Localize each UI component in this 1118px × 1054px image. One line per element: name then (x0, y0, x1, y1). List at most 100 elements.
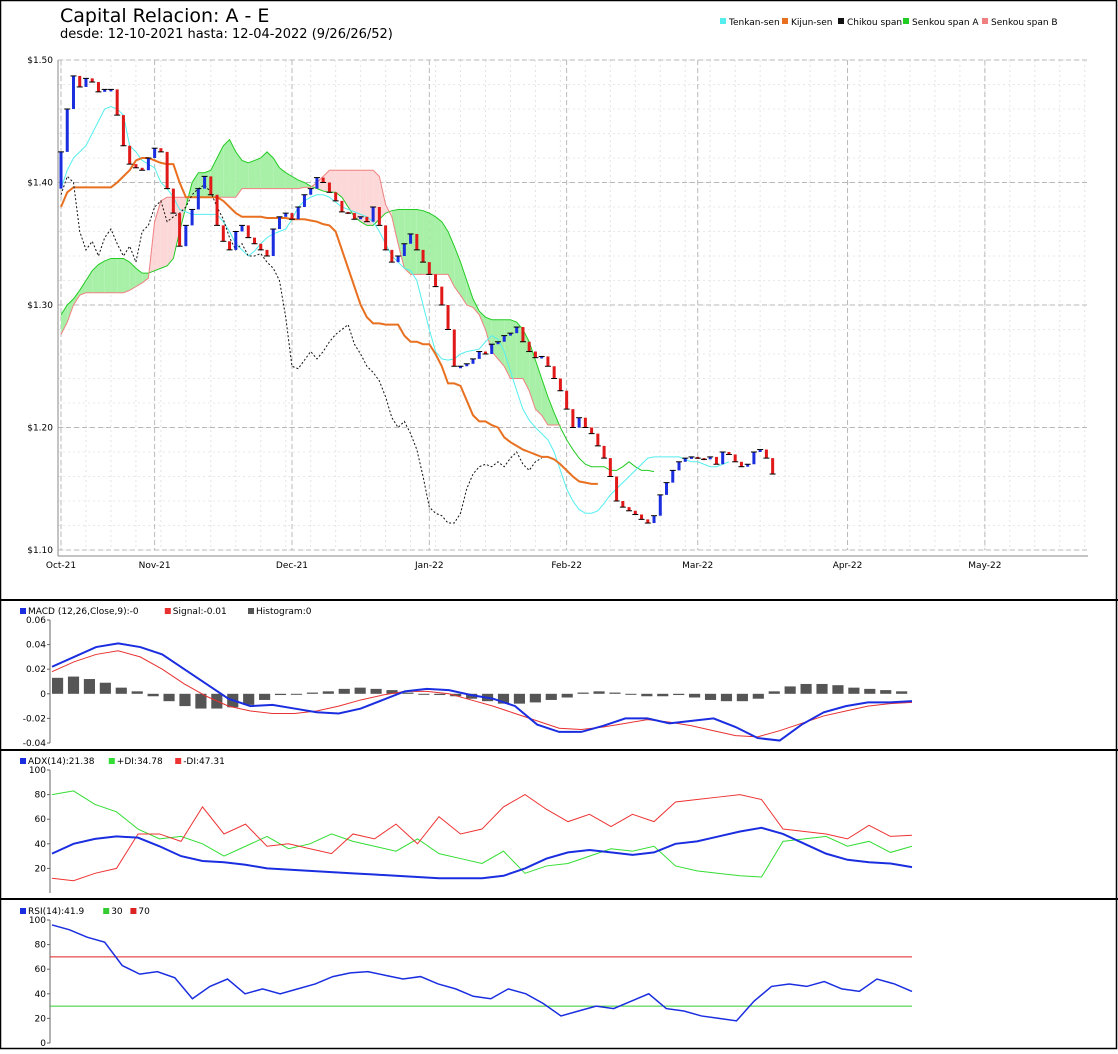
kumo-cloud-segment (398, 209, 405, 269)
legend-swatch (838, 18, 844, 24)
y-tick-label: 0.04 (26, 641, 46, 651)
candle-down (527, 341, 531, 352)
candle-up (540, 356, 544, 359)
histogram-bar (545, 693, 557, 700)
candle-down (440, 286, 444, 305)
histogram-bar (784, 686, 796, 694)
kumo-cloud-segment (160, 197, 168, 269)
kumo-cloud-segment (516, 322, 523, 379)
x-tick-label: May-22 (968, 561, 1001, 571)
kumo-cloud-segment (254, 158, 261, 189)
candle-down (733, 454, 737, 462)
candle-down (615, 476, 619, 501)
legend-swatch (720, 18, 726, 24)
histogram-bar (561, 693, 573, 698)
histogram-bar (402, 692, 414, 694)
candle-down (90, 78, 94, 83)
candle-down (427, 262, 431, 275)
candle-down (390, 249, 394, 263)
legend-label: 30 (111, 907, 123, 917)
candle-up (153, 148, 157, 158)
kumo-cloud-segment (329, 170, 336, 193)
candle-up (708, 456, 712, 460)
candle-down (115, 89, 119, 116)
candle-up (490, 344, 494, 354)
histogram-bar (354, 687, 366, 694)
y-tick-label: -0.04 (23, 739, 47, 749)
candle-down (415, 233, 419, 250)
candle-down (558, 378, 562, 391)
candle-up (240, 225, 244, 232)
kumo-cloud-segment (541, 378, 548, 426)
y-tick-label: 40 (35, 840, 47, 850)
histogram-bar (338, 688, 350, 694)
kumo-cloud-segment (229, 139, 236, 198)
y-tick-label: $1.10 (27, 546, 53, 556)
candle-down (253, 237, 257, 244)
kumo-cloud-segment (104, 258, 111, 293)
kumo-cloud-segment (504, 319, 511, 379)
candle-up (184, 225, 188, 247)
candle-up (359, 216, 363, 220)
kumo-cloud-segment (192, 172, 199, 198)
candle-up (758, 449, 762, 452)
candle-down (321, 177, 325, 183)
y-tick-label: $1.30 (27, 301, 53, 311)
candle-up (746, 464, 750, 467)
legend-swatch (103, 908, 110, 914)
kumo-cloud-segment (522, 329, 530, 391)
y-tick-label: -0.02 (23, 714, 46, 724)
histogram-bar (896, 691, 908, 694)
histogram-bar (880, 690, 892, 694)
candle-down (483, 351, 487, 354)
candle-up (459, 366, 463, 369)
candle-down (171, 188, 175, 214)
histogram-bar (864, 688, 876, 694)
candle-down (521, 327, 525, 342)
kumo-cloud-segment (323, 170, 330, 193)
candle-down (178, 213, 182, 247)
histogram-bar (752, 693, 764, 699)
candle-up (677, 461, 681, 471)
candle-down (571, 409, 575, 428)
candle-up (315, 177, 319, 189)
histogram-bar (163, 693, 175, 702)
candle-down (533, 351, 537, 358)
candle-up (203, 176, 207, 189)
candle-down (446, 305, 450, 330)
legend-swatch (982, 18, 988, 24)
rsi-line (51, 924, 913, 1022)
y-tick-label: 40 (35, 990, 47, 1000)
candle-up (683, 458, 687, 462)
kumo-cloud-segment (423, 210, 430, 275)
candle-up (277, 216, 281, 230)
candle-down (128, 145, 132, 165)
candle-down (646, 519, 650, 524)
candle-down (621, 501, 625, 508)
histogram-bar (306, 692, 318, 694)
candle-up (103, 89, 107, 92)
candle-down (590, 427, 594, 434)
candle-up (371, 207, 375, 222)
candle-down (764, 449, 768, 459)
y-tick-label: 20 (35, 864, 47, 874)
kumo-cloud-segment (348, 170, 355, 217)
kumo-cloud-segment (260, 151, 267, 189)
candle-down (583, 417, 587, 428)
legend-swatch (20, 908, 26, 914)
histogram-bar (832, 685, 844, 694)
legend-swatch (903, 18, 909, 24)
candle-down (640, 514, 644, 520)
legend-swatch (175, 758, 182, 764)
legend-swatch (782, 18, 788, 24)
candle-up (658, 494, 662, 516)
candle-down (384, 225, 388, 250)
histogram-bar (418, 693, 430, 695)
legend-label: Kijun-sen (791, 18, 833, 28)
kumo-cloud-segment (491, 319, 498, 359)
x-tick-label: Feb-22 (551, 561, 582, 571)
y-tick-label: 0.02 (26, 665, 46, 675)
